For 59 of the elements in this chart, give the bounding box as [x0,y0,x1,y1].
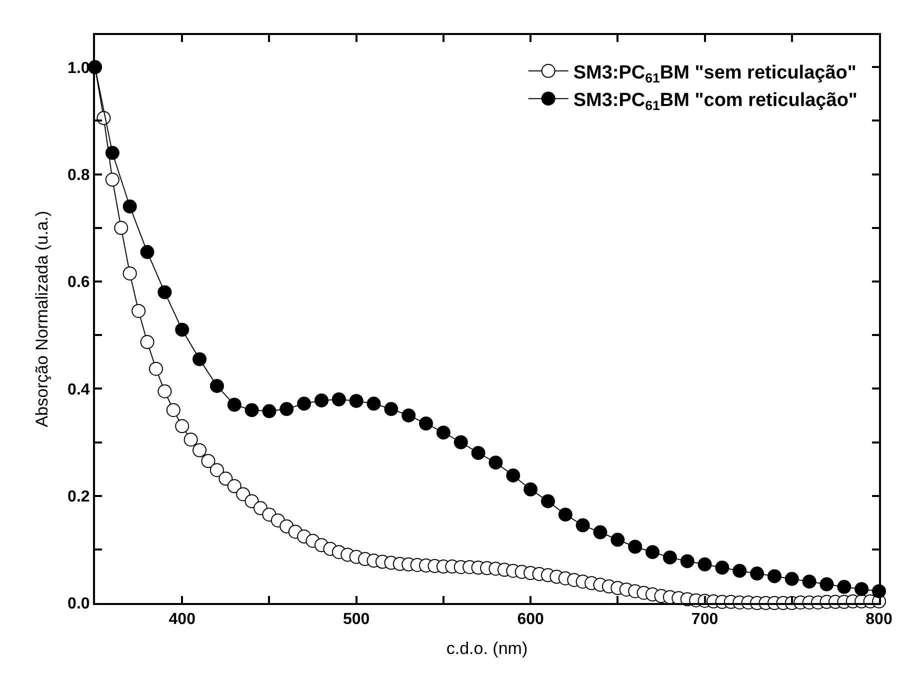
point [576,518,590,532]
point [558,508,572,522]
point [732,564,747,578]
point [628,540,642,554]
point [244,403,259,418]
point [662,550,677,564]
point [540,494,555,508]
x-tick-label: 500 [342,611,370,628]
point [419,416,434,430]
x-axis-title: c.d.o. (nm) [446,639,528,658]
point [297,396,312,411]
point [384,402,398,416]
point [471,446,486,460]
point [210,378,224,393]
point [105,146,120,160]
point [680,554,694,568]
y-axis-title: Absorção Normalizada (u.a.) [32,210,52,428]
point [854,582,869,596]
y-tick-label: 0.6 [68,274,90,292]
y-tick-label: 0.2 [68,488,90,506]
x-tick-label: 600 [517,611,544,628]
legend-label: SM3:PC$_{61}$BM "com reticulação" [573,90,858,113]
point [750,566,764,581]
point [698,557,712,572]
point [784,572,799,586]
point [349,394,364,408]
point [593,525,608,540]
point [280,402,294,416]
y-tick-label: 0.4 [68,381,90,398]
point [227,398,242,412]
x-tick-label: 400 [168,611,196,628]
point [715,560,730,575]
point [506,468,520,482]
point [366,396,381,411]
point [488,456,503,470]
y-tick-label: 0.0 [68,596,90,613]
point [262,404,276,418]
point [646,545,660,560]
point [402,408,416,422]
point [837,580,852,594]
x-tick-label: 800 [866,611,892,628]
point [192,352,207,366]
point [767,569,782,584]
y-tick-label: 0.8 [68,166,90,184]
point [158,285,172,300]
point [122,199,137,214]
point [454,435,468,450]
x-tick-label: 700 [691,611,718,628]
point [314,393,328,408]
point [332,392,346,406]
point [820,577,834,592]
point [436,426,450,440]
y-tick-label: 1.0 [68,60,90,77]
point [140,245,154,260]
legend-label: SM3:PC$_{61}$BM "sem reticulação" [573,62,856,86]
point [524,482,538,496]
point [175,322,190,337]
point [610,532,625,547]
point [802,574,816,589]
